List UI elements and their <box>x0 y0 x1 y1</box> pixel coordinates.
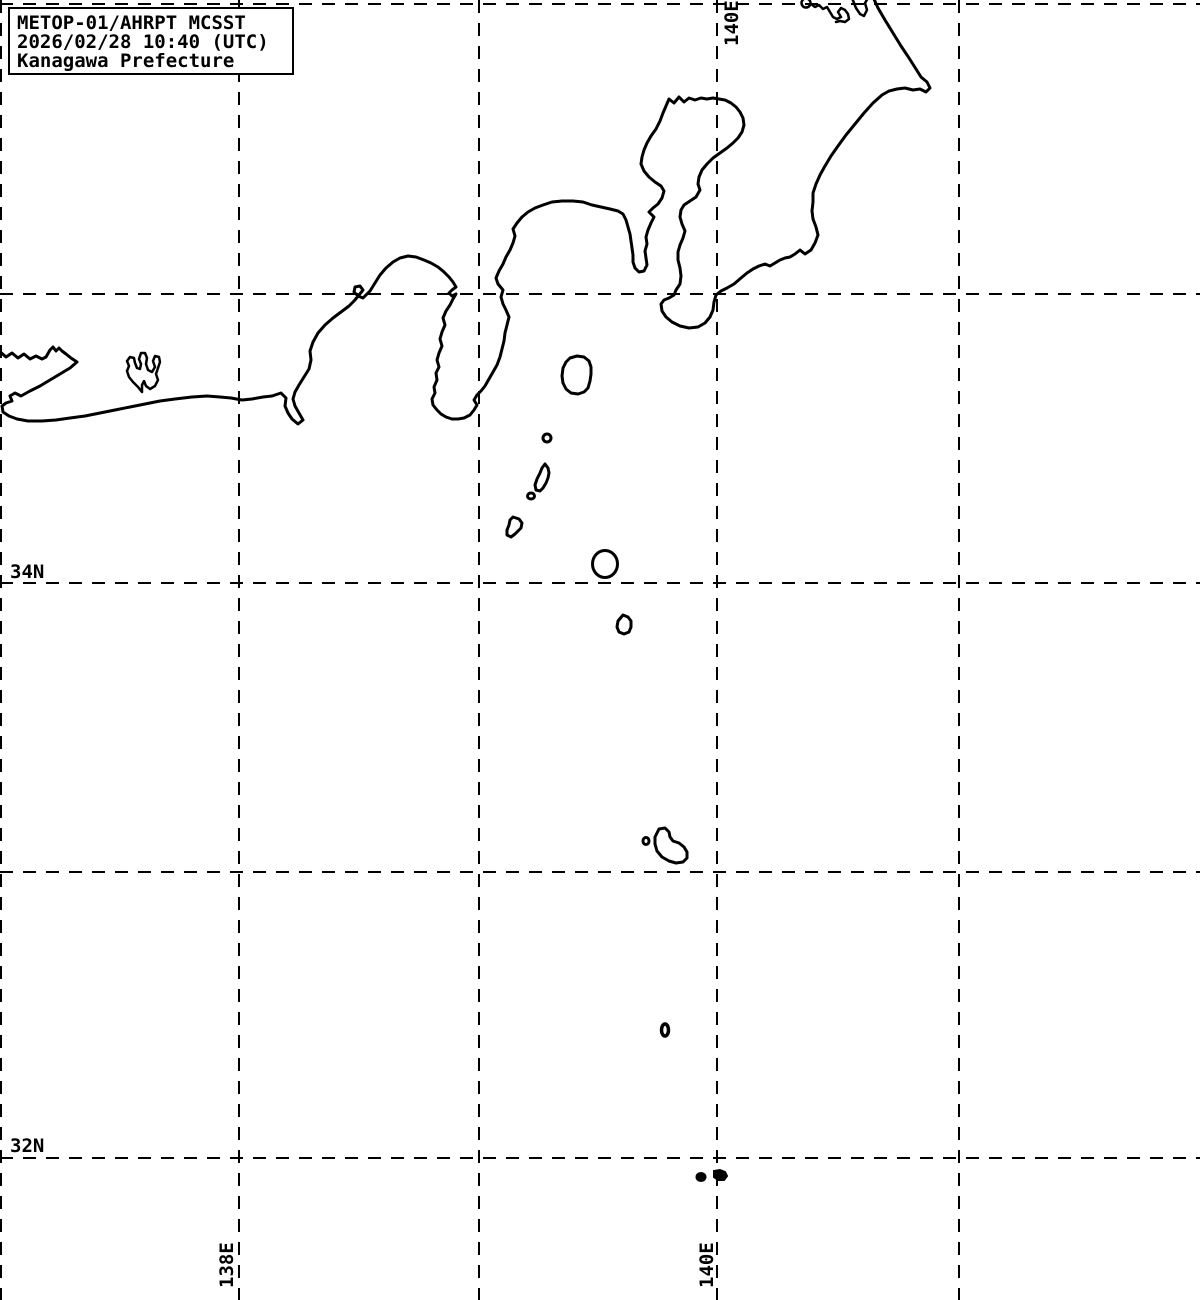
label-lon-140e-top: 140E <box>721 0 743 46</box>
inlet-squiggles <box>800 0 869 24</box>
island-niijima <box>533 462 551 493</box>
islet-bayonnaise-rocks <box>695 1172 707 1182</box>
info-box-product: METOP-01/AHRPT MCSST <box>17 12 246 34</box>
grid-label-group: 34N 32N 140E 138E 140E <box>10 0 743 1288</box>
island-mikurajima <box>615 613 633 636</box>
islet-smith-island <box>713 1168 729 1181</box>
coastline-honshu <box>0 0 932 426</box>
info-box-datetime: 2026/02/28 10:40 (UTC) <box>17 31 269 53</box>
izu-islands <box>505 354 729 1182</box>
label-lon-140e-bottom: 140E <box>696 1242 718 1288</box>
label-lon-138e-bottom: 138E <box>216 1242 238 1288</box>
island-miyakejima <box>591 549 619 579</box>
lake-hamana <box>125 351 162 394</box>
island-aogashima <box>659 1022 671 1038</box>
island-hachijo-kojima <box>641 836 651 846</box>
label-lat-32n: 32N <box>10 1135 44 1157</box>
info-box-frame <box>8 7 294 75</box>
island-hachijojima <box>653 826 689 865</box>
island-kozushima <box>505 515 524 539</box>
inlet-squiggle-east <box>851 0 869 18</box>
info-box: METOP-01/AHRPT MCSST 2026/02/28 10:40 (U… <box>8 7 294 75</box>
island-izu-oshima <box>560 354 593 396</box>
info-box-region: Kanagawa Prefecture <box>17 50 234 72</box>
inlet-squiggle-west <box>809 2 851 24</box>
island-toshima <box>541 432 553 444</box>
label-lat-34n: 34N <box>10 561 44 583</box>
island-shikinejima <box>526 491 536 501</box>
